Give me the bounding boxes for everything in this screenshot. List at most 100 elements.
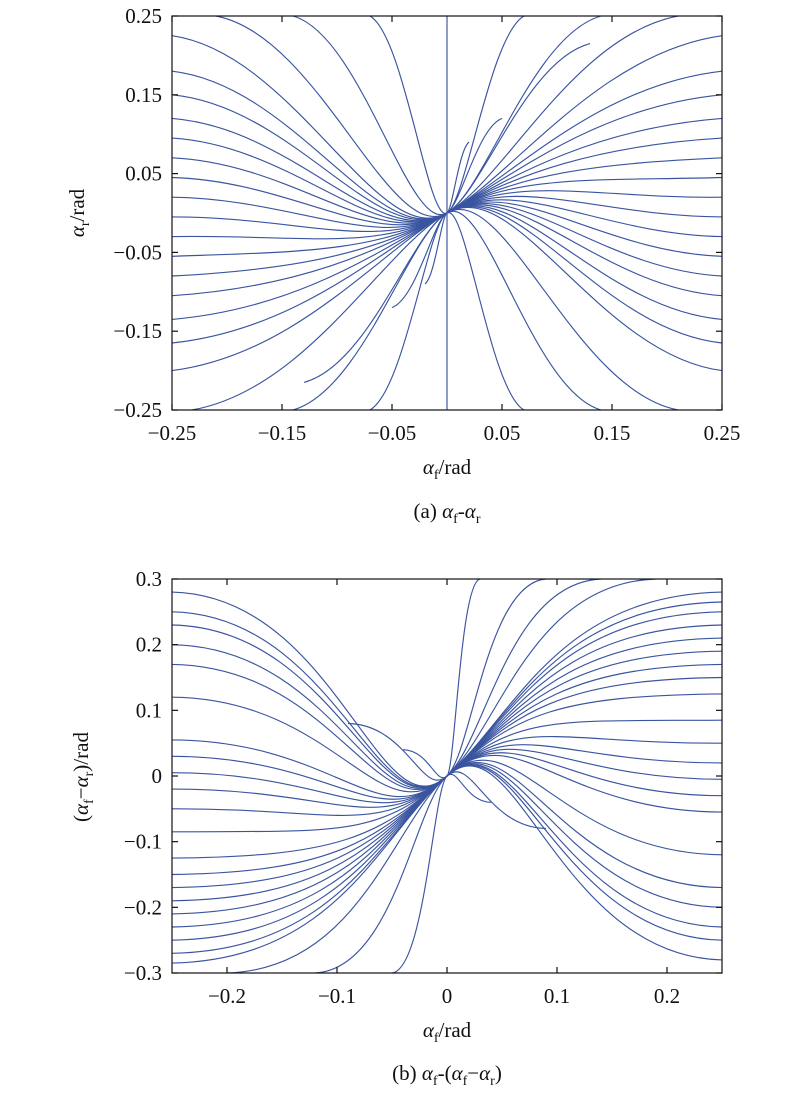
trajectory-line — [172, 624, 448, 788]
trajectory-line — [347, 722, 448, 781]
y-tick-label: −0.3 — [124, 961, 162, 985]
trajectory-line — [391, 212, 448, 309]
trajectory-line — [446, 94, 722, 214]
y-tick-label: −0.2 — [124, 895, 162, 919]
trajectory-line — [172, 591, 448, 787]
y-tick-label: −0.05 — [113, 240, 162, 264]
trajectory-line — [446, 759, 722, 856]
trajectory-line — [172, 772, 448, 804]
y-tick-label: −0.15 — [113, 319, 162, 343]
trajectory-line — [446, 764, 722, 928]
trajectory-line — [172, 212, 448, 297]
trajectory-line — [446, 201, 722, 257]
trajectory-line — [215, 16, 448, 217]
trajectory-line — [446, 579, 657, 777]
trajectory-line — [446, 650, 722, 777]
trajectory-line — [446, 137, 722, 214]
x-tick-label: 0 — [442, 984, 453, 1008]
y-axis-label: (αf−αr)/rad — [69, 732, 97, 822]
trajectory-line — [446, 203, 722, 277]
trajectory-line — [172, 775, 448, 808]
trajectory-line — [446, 16, 602, 214]
x-tick-label: −0.25 — [148, 421, 197, 445]
trajectory-line — [172, 212, 448, 344]
trajectory-line — [446, 204, 722, 297]
chart-panel-a: −0.25 −0.15 −0.05 0.05 0.15 0.25 −0.25 −0.15 −0.… — [65, 4, 740, 527]
trajectory-line — [446, 190, 722, 214]
trajectory-line — [172, 755, 448, 800]
trajectory-line — [172, 739, 448, 798]
trajectory-line — [446, 693, 722, 777]
trajectory-line — [446, 117, 722, 214]
trajectory-line — [446, 773, 492, 803]
trajectory-line — [446, 205, 722, 320]
trajectory-line — [446, 744, 722, 777]
trajectory-line — [369, 16, 448, 214]
trajectory-line — [446, 579, 481, 777]
trajectory-line — [172, 196, 448, 228]
trajectory-line — [303, 212, 448, 383]
y-tick-label: 0.3 — [136, 567, 162, 591]
x-tick-label: 0.05 — [484, 421, 521, 445]
trajectory-line — [172, 212, 448, 233]
trajectory-group — [172, 16, 722, 410]
trajectory-line — [446, 719, 722, 777]
trajectory-line — [446, 176, 722, 214]
trajectory-line — [172, 212, 448, 277]
trajectory-line — [446, 762, 722, 889]
chart-panel-b: −0.2 −0.1 0 0.1 0.2 −0.3 −0.2 −0.1 0 0.1 0.2 0.3 αf/… — [69, 567, 723, 1089]
trajectory-line — [172, 35, 448, 219]
trajectory-line — [172, 94, 448, 221]
trajectory-line — [446, 16, 679, 214]
x-tick-label: 0.2 — [654, 984, 680, 1008]
trajectory-line — [226, 775, 448, 973]
y-tick-label: 0.1 — [136, 698, 162, 722]
panel-caption: (a) αf-αr — [414, 499, 481, 527]
y-tick-label: −0.1 — [124, 830, 162, 854]
y-tick-label: 0.25 — [125, 4, 162, 28]
trajectory-line — [446, 736, 722, 777]
trajectory-line — [446, 209, 679, 410]
trajectory-line — [446, 199, 722, 238]
trajectory-line — [172, 176, 448, 226]
y-tick-label: 0.2 — [136, 633, 162, 657]
trajectory-line — [172, 212, 448, 257]
y-tick-label: −0.25 — [113, 398, 162, 422]
trajectory-line — [446, 43, 591, 214]
trajectory-line — [172, 157, 448, 224]
trajectory-line — [446, 70, 722, 214]
trajectory-line — [314, 775, 448, 973]
trajectory-line — [446, 579, 547, 777]
trajectory-line — [446, 771, 547, 830]
trajectory-line — [446, 141, 470, 214]
trajectory-line — [172, 611, 448, 788]
trajectory-line — [446, 676, 722, 777]
trajectory-line — [172, 663, 448, 790]
trajectory-line — [172, 117, 448, 222]
trajectory-line — [172, 137, 448, 223]
trajectory-line — [172, 70, 448, 220]
trajectory-line — [446, 206, 722, 372]
trajectory-line — [172, 644, 448, 789]
x-tick-label: −0.2 — [208, 984, 246, 1008]
trajectory-line — [446, 765, 722, 961]
trajectory-line — [446, 579, 602, 777]
trajectory-line — [172, 775, 448, 816]
y-tick-label: 0 — [152, 764, 163, 788]
trajectory-line — [446, 754, 722, 813]
plot-frame — [171, 15, 723, 411]
trajectory-line — [446, 157, 722, 214]
x-tick-label: 0.25 — [704, 421, 741, 445]
x-axis-label: αf/rad — [423, 455, 472, 483]
trajectory-line — [172, 696, 448, 793]
trajectory-line — [172, 212, 448, 372]
trajectory-line — [172, 775, 448, 833]
x-tick-label: 0.1 — [544, 984, 570, 1008]
y-axis-label: αr/rad — [65, 188, 93, 237]
trajectory-line — [446, 764, 722, 941]
trajectory-line — [172, 775, 448, 964]
trajectory-line — [446, 763, 722, 908]
trajectory-line — [446, 212, 525, 410]
